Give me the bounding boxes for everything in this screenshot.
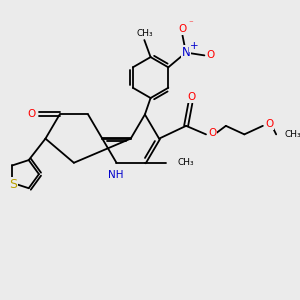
- Text: +: +: [190, 41, 198, 51]
- Text: O: O: [188, 92, 196, 102]
- Text: CH₃: CH₃: [136, 29, 153, 38]
- Text: NH: NH: [108, 170, 124, 180]
- Text: S: S: [9, 178, 17, 191]
- Text: O: O: [265, 119, 273, 129]
- Text: N: N: [182, 46, 190, 59]
- Text: O: O: [206, 50, 215, 60]
- Text: ⁻: ⁻: [189, 19, 194, 28]
- Text: CH₃: CH₃: [177, 158, 194, 167]
- Text: CH₃: CH₃: [284, 130, 300, 139]
- Text: O: O: [178, 24, 187, 34]
- Text: O: O: [27, 110, 35, 119]
- Text: O: O: [208, 128, 216, 138]
